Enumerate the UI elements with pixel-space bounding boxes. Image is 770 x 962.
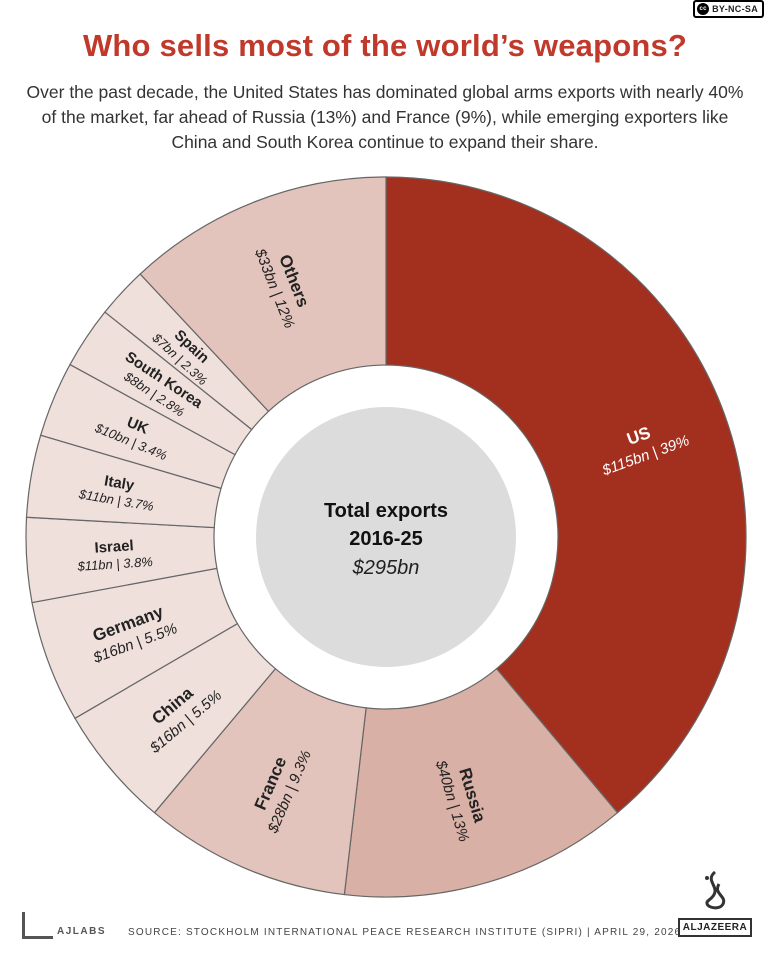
center-label-line2: 2016-25 (349, 528, 422, 550)
ajlabs-chart-icon (22, 912, 53, 939)
aljazeera-wordmark: ALJAZEERA (677, 918, 753, 937)
donut-slice-us (385, 176, 747, 814)
chart-subtitle: Over the past decade, the United States … (26, 82, 744, 152)
donut-slices (25, 176, 747, 898)
ajlabs-brand: AJLABS (57, 926, 107, 937)
aljazeera-calligraphy-icon (705, 870, 726, 910)
slice-name: Israel (94, 537, 134, 556)
slice-value: $11bn | 3.8% (76, 554, 153, 574)
aljazeera-logo: ALJAZEERA (677, 870, 753, 937)
source-note: SOURCE: STOCKHOLM INTERNATIONAL PEACE RE… (128, 927, 682, 938)
slice-label-israel: Israel$11bn | 3.8% (76, 537, 153, 574)
ajlabs-logo: AJLABS (22, 912, 106, 939)
donut-slice-russia (343, 667, 619, 898)
center-panel: Total exports 2016-25 $295bn (256, 407, 516, 667)
donut-slice-others (139, 176, 387, 413)
center-circle (256, 407, 516, 667)
license-text: BY-NC-SA (712, 4, 758, 14)
slice-name: Italy (103, 472, 136, 494)
creative-commons-icon: cc (697, 3, 710, 15)
license-badge: cc BY-NC-SA (693, 0, 764, 18)
center-total-value: $295bn (352, 557, 420, 579)
chart-title: Who sells most of the world’s weapons? (82, 28, 688, 63)
center-label-line1: Total exports (324, 500, 448, 522)
